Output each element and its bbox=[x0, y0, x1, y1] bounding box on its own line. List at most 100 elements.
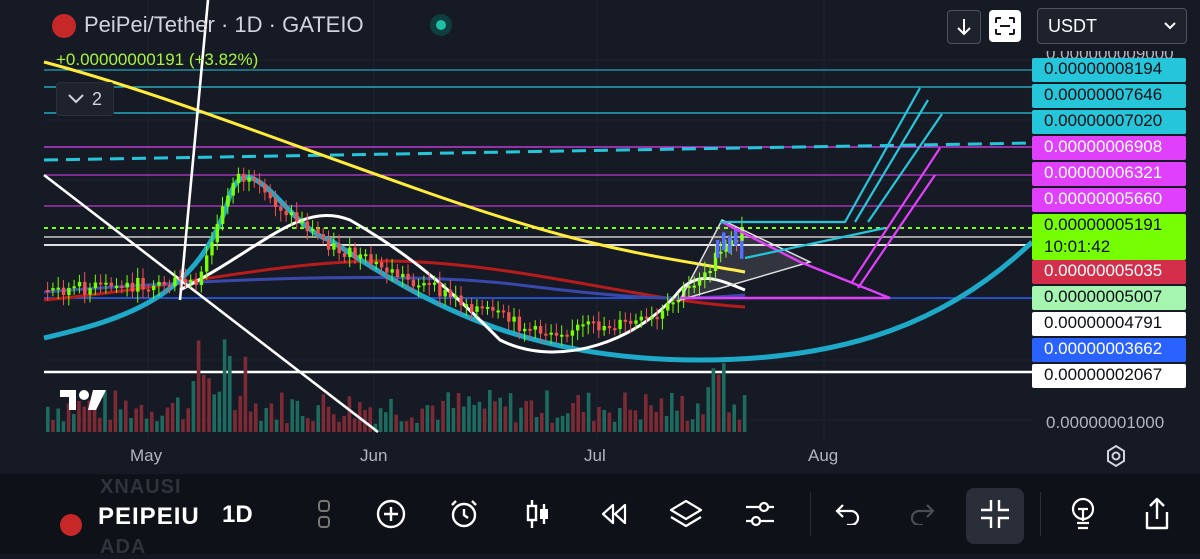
volume-bar bbox=[56, 408, 60, 432]
candle-body bbox=[528, 328, 532, 331]
volume-bar bbox=[685, 420, 690, 432]
candle-body bbox=[205, 255, 209, 272]
volume-bar bbox=[280, 392, 284, 432]
volume-bar bbox=[441, 400, 445, 432]
axis-settings-icon[interactable] bbox=[1104, 444, 1128, 468]
candle-body bbox=[475, 306, 479, 312]
currency-select[interactable]: USDT bbox=[1037, 8, 1187, 44]
undo-button[interactable] bbox=[832, 474, 864, 554]
volume-bar bbox=[612, 421, 617, 432]
collapse-toolbar-button[interactable] bbox=[966, 488, 1024, 544]
volume-bar bbox=[467, 396, 471, 432]
candle-body bbox=[560, 334, 564, 337]
add-indicator-button[interactable] bbox=[372, 474, 410, 554]
volume-bar bbox=[410, 417, 414, 432]
exit-fullscreen-control[interactable] bbox=[978, 474, 1012, 554]
volume-bar bbox=[493, 401, 497, 432]
candle-body bbox=[242, 173, 246, 182]
candle-body bbox=[332, 243, 336, 250]
candle-body bbox=[130, 282, 135, 292]
settings-button[interactable] bbox=[742, 474, 778, 554]
volume-bar bbox=[633, 410, 638, 432]
candle-body bbox=[173, 277, 177, 287]
volume-bar bbox=[212, 394, 216, 432]
candlestick-icon bbox=[526, 500, 548, 528]
share-icon bbox=[1145, 497, 1169, 530]
volume-bar bbox=[607, 412, 612, 432]
candle-body bbox=[703, 272, 707, 280]
volume-bar bbox=[160, 415, 164, 432]
candle-body bbox=[311, 228, 315, 232]
volume-bar bbox=[654, 411, 658, 432]
candle-body bbox=[724, 245, 728, 252]
volume-bar bbox=[675, 410, 679, 432]
symbol-search-button[interactable]: PEIPEIU bbox=[98, 503, 200, 530]
volume-bar bbox=[503, 406, 508, 432]
candle-body bbox=[427, 282, 431, 285]
candle-body bbox=[326, 239, 331, 250]
market-status-icon[interactable] bbox=[430, 14, 452, 36]
ideas-button[interactable] bbox=[1066, 474, 1100, 554]
indicators-toggle-button[interactable]: 2 bbox=[56, 82, 114, 116]
ghost-symbol-top: XNAUSI bbox=[100, 476, 182, 498]
price-chart[interactable] bbox=[0, 0, 1032, 474]
chart-type-button[interactable] bbox=[308, 474, 340, 554]
scroll-to-latest-button[interactable] bbox=[947, 10, 981, 44]
candle-body bbox=[485, 306, 490, 309]
volume-bar bbox=[711, 368, 716, 432]
candle-body bbox=[634, 320, 638, 324]
candle-body bbox=[613, 328, 617, 331]
replay-button[interactable] bbox=[596, 474, 632, 554]
alert-button[interactable] bbox=[444, 474, 484, 554]
arrow-down-icon bbox=[957, 19, 971, 36]
price-change: +0.00000000191 (+3.82%) bbox=[56, 50, 259, 69]
candle-body bbox=[379, 261, 384, 268]
candles-button[interactable] bbox=[520, 474, 556, 554]
volume-bar bbox=[295, 400, 300, 432]
interval-button[interactable]: 1D bbox=[222, 501, 253, 528]
volume-bar bbox=[706, 387, 710, 432]
symbol-title[interactable]: PeiPei/Tether · 1D · GATEIO bbox=[84, 12, 364, 37]
candle-body bbox=[581, 324, 585, 327]
candle-body bbox=[629, 320, 633, 324]
volume-bar bbox=[113, 390, 118, 432]
price-axis-label: 0.00000005035 bbox=[1032, 260, 1186, 284]
projection-magenta bbox=[851, 147, 941, 289]
chart-area[interactable] bbox=[0, 0, 1200, 474]
candle-body bbox=[167, 284, 172, 287]
candle-body bbox=[448, 289, 453, 298]
volume-bar bbox=[92, 404, 97, 432]
candle-body bbox=[77, 281, 82, 287]
volume-bar bbox=[51, 419, 55, 432]
redo-button[interactable] bbox=[906, 474, 938, 554]
candle-body bbox=[549, 332, 553, 335]
volume-bar bbox=[207, 378, 211, 432]
layers-button[interactable] bbox=[666, 474, 706, 554]
candle-body bbox=[660, 310, 665, 319]
volume-bar bbox=[519, 407, 523, 432]
volume-bar bbox=[670, 392, 674, 432]
layers-icon bbox=[669, 499, 703, 528]
volume-bar bbox=[597, 407, 601, 432]
volume-bar bbox=[482, 408, 487, 432]
candle-body bbox=[417, 285, 421, 288]
candle-body bbox=[263, 184, 267, 193]
candle-body bbox=[716, 239, 720, 258]
candle-body bbox=[740, 240, 744, 259]
volume-bar bbox=[737, 419, 742, 432]
candle-body bbox=[136, 277, 140, 292]
volume-bar bbox=[134, 408, 138, 432]
candle-body bbox=[99, 282, 103, 285]
trend-line-up bbox=[178, 0, 210, 301]
candle-body bbox=[120, 285, 124, 288]
candle-body bbox=[300, 221, 304, 224]
candle-body bbox=[273, 198, 278, 208]
candle-body bbox=[199, 271, 204, 286]
candle-body bbox=[83, 281, 87, 295]
volume-bar bbox=[87, 400, 92, 432]
candle-body bbox=[109, 282, 113, 287]
fullscreen-button[interactable] bbox=[989, 10, 1021, 42]
volume-bar bbox=[222, 339, 227, 432]
volume-bar bbox=[378, 408, 383, 432]
share-button[interactable] bbox=[1140, 474, 1174, 554]
